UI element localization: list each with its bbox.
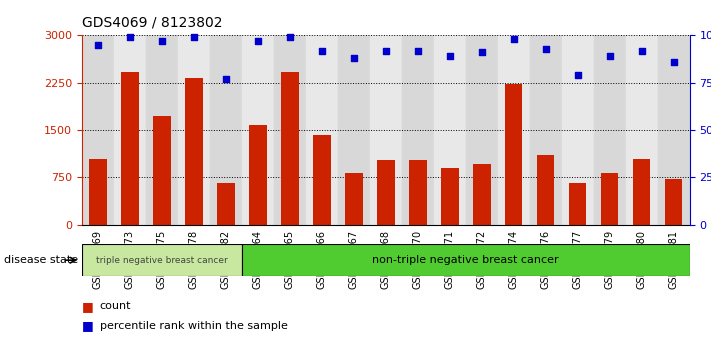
Text: triple negative breast cancer: triple negative breast cancer (96, 256, 228, 265)
Bar (185, 78, 203, 225)
Text: disease state: disease state (4, 255, 77, 265)
Point (284, 34, 296, 40)
Bar (473, 164, 491, 225)
Point (572, 72, 583, 78)
Bar (537, 155, 555, 225)
Bar (658, 35, 690, 225)
Bar (146, 35, 178, 225)
Bar (121, 72, 139, 225)
Point (252, 38, 264, 44)
Point (540, 46, 552, 51)
Bar (306, 35, 338, 225)
Bar (498, 35, 530, 225)
Point (444, 53, 455, 59)
Text: GDS4069 / 8123802: GDS4069 / 8123802 (82, 16, 223, 30)
Bar (82, 244, 242, 276)
Text: ■: ■ (82, 300, 94, 313)
Bar (569, 183, 587, 225)
Bar (441, 168, 459, 225)
Point (508, 36, 519, 42)
Bar (153, 116, 171, 225)
Bar (217, 183, 235, 225)
Bar (114, 35, 146, 225)
Bar (402, 35, 434, 225)
Bar (338, 35, 370, 225)
Bar (370, 35, 402, 225)
Bar (249, 125, 267, 225)
Point (92, 42, 104, 48)
Point (188, 34, 199, 40)
Point (668, 59, 680, 65)
Bar (665, 179, 683, 225)
Bar (210, 35, 242, 225)
Text: percentile rank within the sample: percentile rank within the sample (100, 321, 287, 331)
Point (476, 50, 487, 55)
Text: non-triple negative breast cancer: non-triple negative breast cancer (373, 255, 559, 265)
Point (380, 48, 391, 53)
Bar (82, 35, 114, 225)
Point (604, 53, 616, 59)
Bar (242, 244, 690, 276)
Bar (89, 159, 107, 225)
Text: ■: ■ (82, 319, 94, 332)
Bar (434, 35, 466, 225)
Bar (466, 35, 498, 225)
Bar (505, 84, 523, 225)
Bar (626, 35, 658, 225)
Bar (409, 160, 427, 225)
Bar (178, 35, 210, 225)
Bar (313, 135, 331, 225)
Bar (345, 173, 363, 225)
Point (412, 48, 424, 53)
Text: count: count (100, 301, 131, 311)
Bar (601, 173, 619, 225)
Bar (633, 159, 651, 225)
Point (636, 48, 648, 53)
Bar (530, 35, 562, 225)
Point (156, 38, 168, 44)
Bar (242, 35, 274, 225)
Point (348, 55, 359, 61)
Bar (281, 72, 299, 225)
Bar (594, 35, 626, 225)
Bar (274, 35, 306, 225)
Bar (377, 160, 395, 225)
Point (316, 48, 327, 53)
Point (220, 76, 232, 82)
Point (124, 34, 135, 40)
Bar (562, 35, 594, 225)
